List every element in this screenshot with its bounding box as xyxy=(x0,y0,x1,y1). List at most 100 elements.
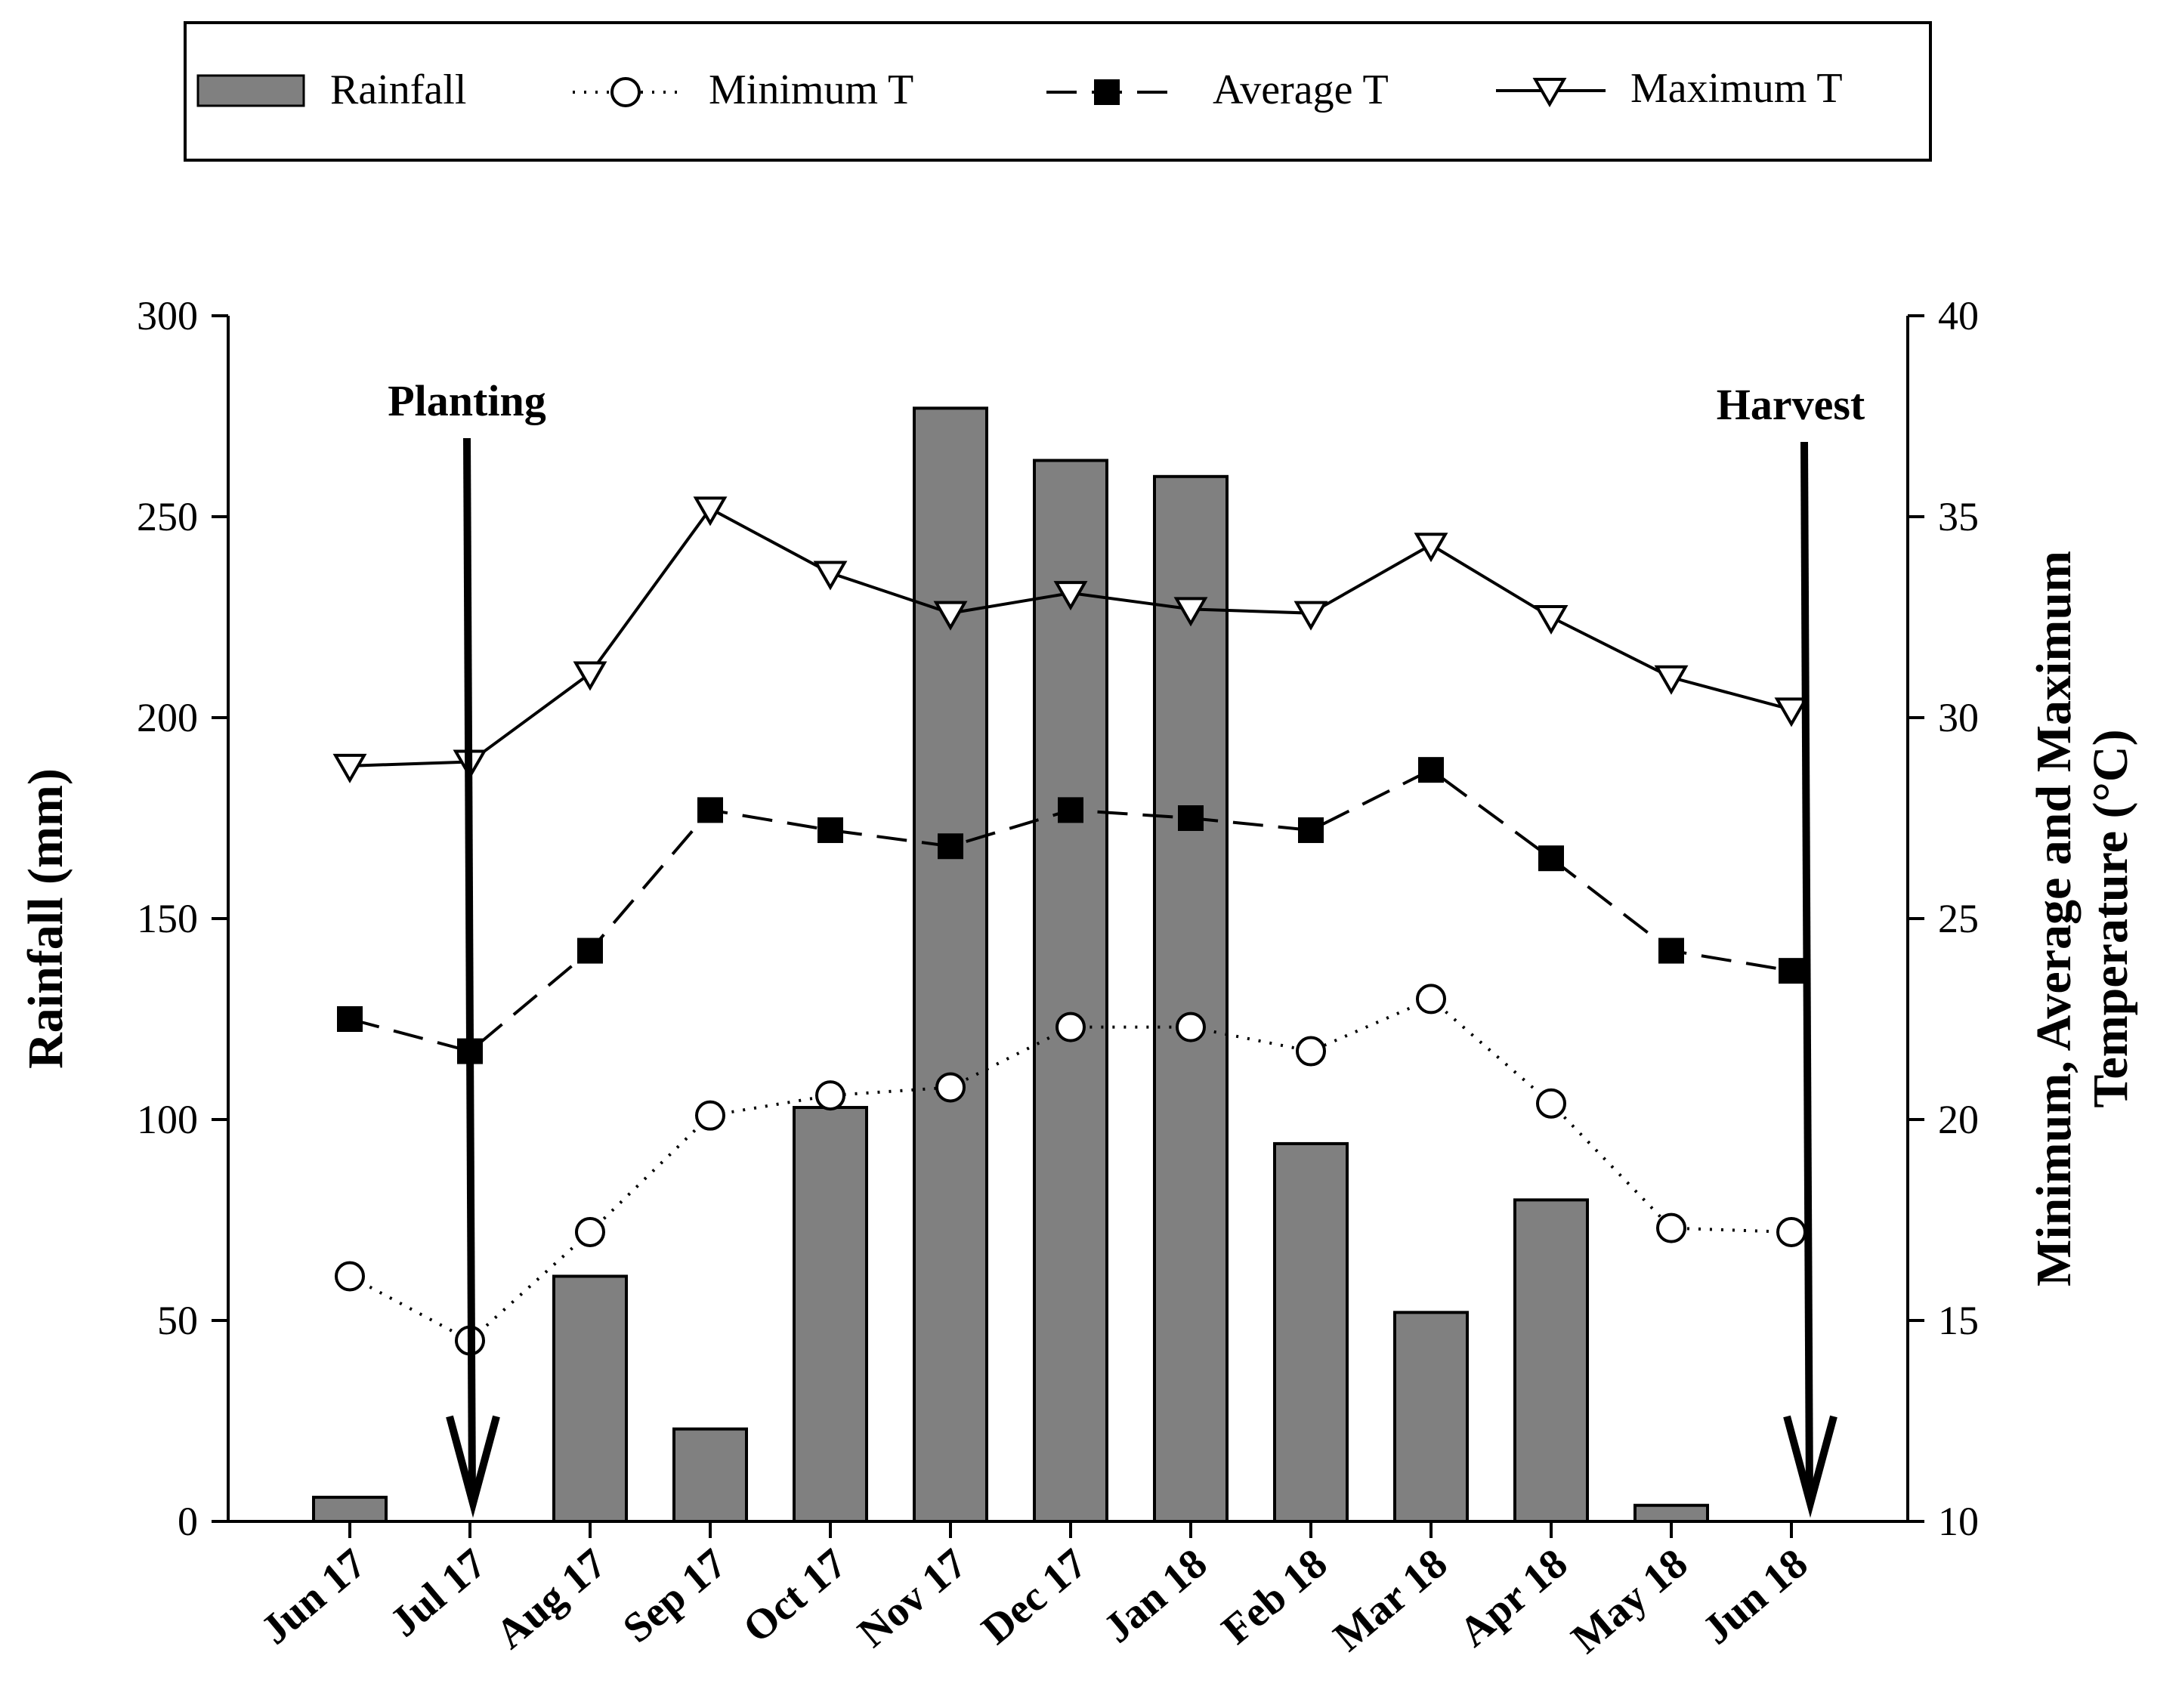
min-point xyxy=(335,1261,365,1292)
left-tick-label: 200 xyxy=(137,695,198,740)
right-ticks: 10 15 20 25 30 35 40 xyxy=(1908,293,1979,1544)
harvest-arrow-shaft xyxy=(1800,441,1813,1500)
temperature-markers xyxy=(332,496,1809,1356)
avg-point xyxy=(1418,757,1444,783)
min-point xyxy=(575,1216,605,1247)
avg-point xyxy=(577,937,603,964)
x-tick-label: Mar 18 xyxy=(1325,1540,1457,1660)
left-tick-label: 100 xyxy=(137,1097,198,1142)
min-point xyxy=(1296,1036,1326,1067)
x-tick-label: Dec 17 xyxy=(973,1540,1096,1653)
rainfall-bar xyxy=(672,1427,748,1524)
x-tick-label: Jan 18 xyxy=(1095,1540,1216,1652)
rainfall-bar xyxy=(552,1274,628,1523)
avg-point xyxy=(337,1006,363,1032)
max-point xyxy=(693,496,728,527)
x-tick-label: Jun 18 xyxy=(1694,1540,1817,1654)
right-tick-label: 40 xyxy=(1938,293,1979,338)
x-tick-label: Aug 17 xyxy=(487,1540,616,1658)
max-point xyxy=(1053,581,1088,611)
x-tick-label: Jun 17 xyxy=(252,1540,376,1654)
avg-point xyxy=(938,833,963,860)
max-point xyxy=(1654,665,1689,695)
avg-point xyxy=(818,817,843,843)
max-point xyxy=(1534,605,1569,635)
right-axis-title-line1: Minimum, Average and Maximum xyxy=(2026,551,2082,1286)
max-point xyxy=(573,661,607,691)
x-tick-label: Feb 18 xyxy=(1213,1540,1337,1653)
rainfall-bar xyxy=(312,1496,388,1523)
harvest-label: Harvest xyxy=(1717,380,1865,429)
rainfall-bars xyxy=(312,406,1709,1524)
min-point xyxy=(1536,1088,1566,1119)
right-tick-label: 10 xyxy=(1938,1499,1979,1544)
avg-point xyxy=(1178,805,1204,831)
left-tick-label: 150 xyxy=(137,896,198,941)
min-point xyxy=(1656,1212,1686,1243)
max-point xyxy=(1293,601,1328,631)
x-tick-label: Nov 17 xyxy=(849,1540,975,1656)
left-tick-label: 0 xyxy=(178,1499,198,1544)
legend-min-label: Minimum T xyxy=(709,66,913,113)
rainfall-bar xyxy=(1633,1503,1709,1523)
right-tick-label: 30 xyxy=(1938,695,1979,740)
x-tick-label: Oct 17 xyxy=(734,1540,855,1651)
legend: Rainfall Minimum T Average T Maximum T xyxy=(184,21,1932,162)
avg-point xyxy=(1538,845,1564,872)
avg-point xyxy=(697,797,723,823)
left-axis-title: Rainfall (mm) xyxy=(18,768,73,1069)
max-point xyxy=(813,561,848,591)
x-tick-label: May 18 xyxy=(1562,1540,1696,1662)
avg-point xyxy=(1298,817,1324,843)
planting-arrow-head xyxy=(446,1415,500,1518)
x-tick-label: Apr 18 xyxy=(1451,1540,1577,1656)
right-tick-label: 25 xyxy=(1938,896,1979,941)
right-tick-label: 20 xyxy=(1938,1097,1979,1142)
avg-point xyxy=(1658,937,1684,964)
right-axis-title-line2: Temperature (°C) xyxy=(2083,729,2138,1107)
left-tick-label: 250 xyxy=(137,494,198,539)
rainfall-bar xyxy=(1513,1198,1589,1524)
min-point xyxy=(815,1080,845,1111)
min-point xyxy=(1056,1012,1086,1042)
x-tick-label: Jul 17 xyxy=(382,1540,496,1646)
right-tick-label: 35 xyxy=(1938,494,1979,539)
legend-rainfall-swatch xyxy=(196,74,305,107)
harvest-arrow-head xyxy=(1783,1415,1837,1518)
right-tick-label: 15 xyxy=(1938,1298,1979,1343)
rainfall-bar xyxy=(793,1106,868,1524)
legend-rainfall-label: Rainfall xyxy=(330,66,466,113)
max-point xyxy=(1774,697,1809,727)
planting-label: Planting xyxy=(388,376,546,425)
left-tick-label: 300 xyxy=(137,293,198,338)
harvest-annotation: Harvest xyxy=(1717,380,1865,1518)
planting-arrow-shaft xyxy=(463,437,476,1500)
rainfall-bar xyxy=(1273,1141,1349,1524)
rainfall-bar xyxy=(1393,1311,1469,1523)
avg-point xyxy=(1058,797,1083,823)
min-point xyxy=(1176,1012,1206,1042)
min-point xyxy=(935,1072,966,1103)
min-point xyxy=(1416,984,1446,1015)
x-tick-label: Sep 17 xyxy=(614,1540,735,1652)
max-point xyxy=(1173,597,1208,627)
max-point xyxy=(1414,533,1448,563)
left-tick-label: 50 xyxy=(157,1298,198,1343)
planting-annotation: Planting xyxy=(388,376,546,1518)
legend-avg-marker xyxy=(1094,79,1120,105)
max-point xyxy=(332,753,367,783)
rainfall-bar xyxy=(1033,459,1108,1523)
min-point xyxy=(695,1100,725,1131)
legend-max-label: Maximum T xyxy=(1630,65,1843,112)
legend-avg-label: Average T xyxy=(1213,66,1389,113)
rainfall-bar xyxy=(913,406,988,1523)
min-point xyxy=(1776,1216,1807,1247)
rainfall-bar xyxy=(1153,474,1229,1523)
legend-min-marker xyxy=(610,77,641,107)
left-ticks: 0 50 100 150 200 250 300 xyxy=(137,293,228,1544)
avg-point xyxy=(1779,958,1804,984)
max-point xyxy=(933,601,968,631)
legend-max-marker xyxy=(1532,78,1567,108)
